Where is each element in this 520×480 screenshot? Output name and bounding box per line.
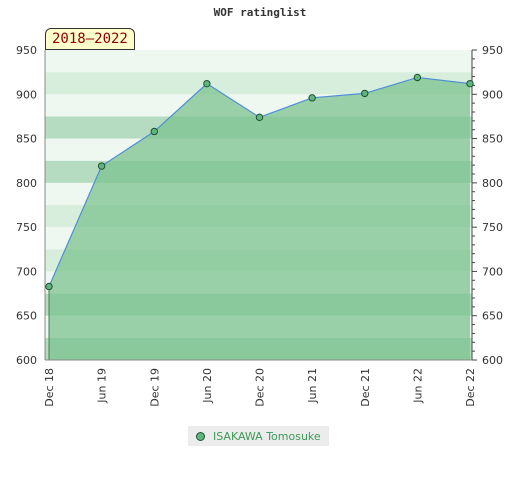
y-tick-label-left: 600: [16, 354, 37, 367]
y-tick-label-left: 750: [16, 221, 37, 234]
y-tick-label-left: 950: [16, 44, 37, 57]
y-tick-label-left: 650: [16, 310, 37, 323]
data-point: [308, 94, 316, 102]
legend-marker: [196, 431, 205, 441]
legend-series-name: ISAKAWA Tomosuke: [213, 429, 321, 443]
x-tick-label: Jun 19: [96, 368, 109, 404]
x-tick-label: Dec 18: [43, 368, 56, 407]
x-tick-label: Jun 20: [201, 368, 214, 404]
x-tick-label: Jun 22: [411, 368, 424, 404]
x-tick-label: Dec 22: [464, 368, 477, 407]
series-area: [49, 77, 470, 360]
data-point: [255, 113, 264, 122]
y-tick-label-left: 800: [16, 177, 37, 190]
y-tick-label-right: 800: [482, 177, 503, 190]
x-tick-label: Jun 21: [306, 368, 319, 404]
y-tick-label-right: 750: [482, 221, 503, 234]
data-point: [150, 127, 158, 136]
y-tick-label-left: 900: [16, 88, 37, 101]
x-tick-label: Dec 20: [254, 368, 267, 407]
y-tick-label-left: 700: [16, 265, 37, 278]
y-tick-label-left: 850: [16, 133, 37, 146]
legend[interactable]: ISAKAWA Tomosuke: [188, 426, 329, 446]
y-tick-label-right: 700: [482, 265, 503, 278]
data-point: [45, 282, 53, 291]
x-tick-label: Dec 21: [359, 368, 372, 407]
chart-title: WOF ratinglist: [213, 6, 307, 19]
data-point: [413, 73, 422, 82]
y-tick-label-right: 950: [482, 44, 503, 57]
y-tick-label-right: 600: [482, 354, 503, 367]
y-tick-label-right: 900: [482, 88, 503, 101]
data-point: [203, 79, 211, 88]
date-range-badge: 2018–2022: [45, 28, 135, 50]
y-tick-label-right: 650: [482, 310, 503, 323]
background-band: [45, 72, 472, 95]
data-point: [361, 89, 369, 98]
y-tick-label-right: 850: [482, 133, 503, 146]
x-tick-label: Dec 19: [148, 368, 161, 407]
data-point: [97, 162, 106, 170]
background-band: [45, 50, 472, 73]
data-point: [466, 79, 474, 88]
